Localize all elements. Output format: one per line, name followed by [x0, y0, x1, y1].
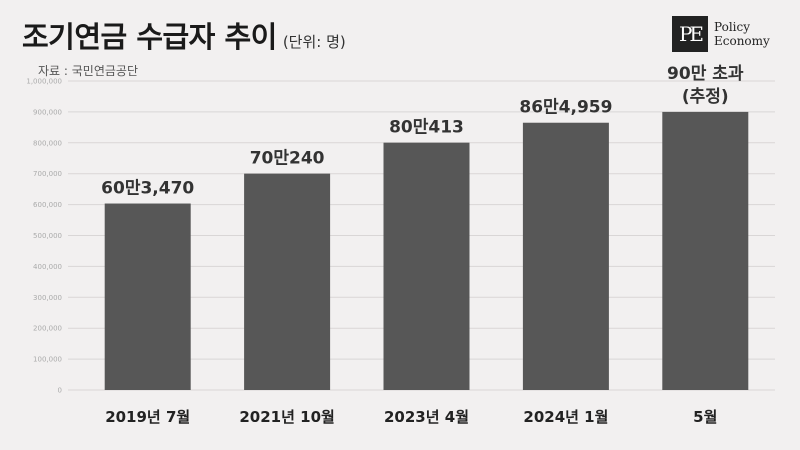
- source-note: 자료 : 국민연금공단: [38, 64, 138, 78]
- y-tick-label: 800,000: [33, 139, 62, 147]
- y-tick-label: 300,000: [33, 294, 62, 302]
- y-tick-label: 600,000: [33, 201, 62, 209]
- bar: [522, 122, 609, 391]
- y-tick-label: 1,000,000: [26, 78, 62, 86]
- y-tick-label: 0: [58, 387, 62, 395]
- bar: [383, 142, 470, 390]
- y-tick-label: 200,000: [33, 325, 62, 333]
- category-label: 5월: [693, 408, 717, 426]
- logo-mark: PE: [672, 16, 708, 52]
- bar: [104, 203, 191, 390]
- unit-label: (단위: 명): [282, 33, 346, 51]
- logo-line-1: Policy: [714, 20, 750, 34]
- logo: PE Policy Economy: [672, 16, 770, 52]
- data-label: (추정): [682, 87, 729, 107]
- data-label: 60만3,470: [101, 179, 194, 199]
- logo-line-2: Economy: [714, 34, 770, 48]
- chart-title: 조기연금 수급자 추이: [22, 20, 277, 54]
- category-label: 2021년 10월: [239, 408, 334, 426]
- y-tick-label: 700,000: [33, 170, 62, 178]
- y-tick-label: 500,000: [33, 232, 62, 240]
- category-label: 2019년 7월: [105, 408, 190, 426]
- data-label: 80만413: [389, 118, 464, 138]
- bar: [662, 111, 749, 391]
- title-row: 조기연금 수급자 추이 (단위: 명): [22, 14, 346, 56]
- bar: [244, 173, 331, 390]
- logo-text: Policy Economy: [714, 20, 770, 48]
- data-label: 70만240: [250, 149, 325, 169]
- y-tick-label: 400,000: [33, 263, 62, 271]
- category-label: 2024년 1월: [523, 408, 608, 426]
- y-tick-label: 900,000: [33, 108, 62, 116]
- category-label: 2023년 4월: [384, 408, 469, 426]
- data-label: 86만4,959: [519, 98, 612, 118]
- y-tick-label: 100,000: [33, 356, 62, 364]
- data-label: 90만 초과: [667, 64, 744, 84]
